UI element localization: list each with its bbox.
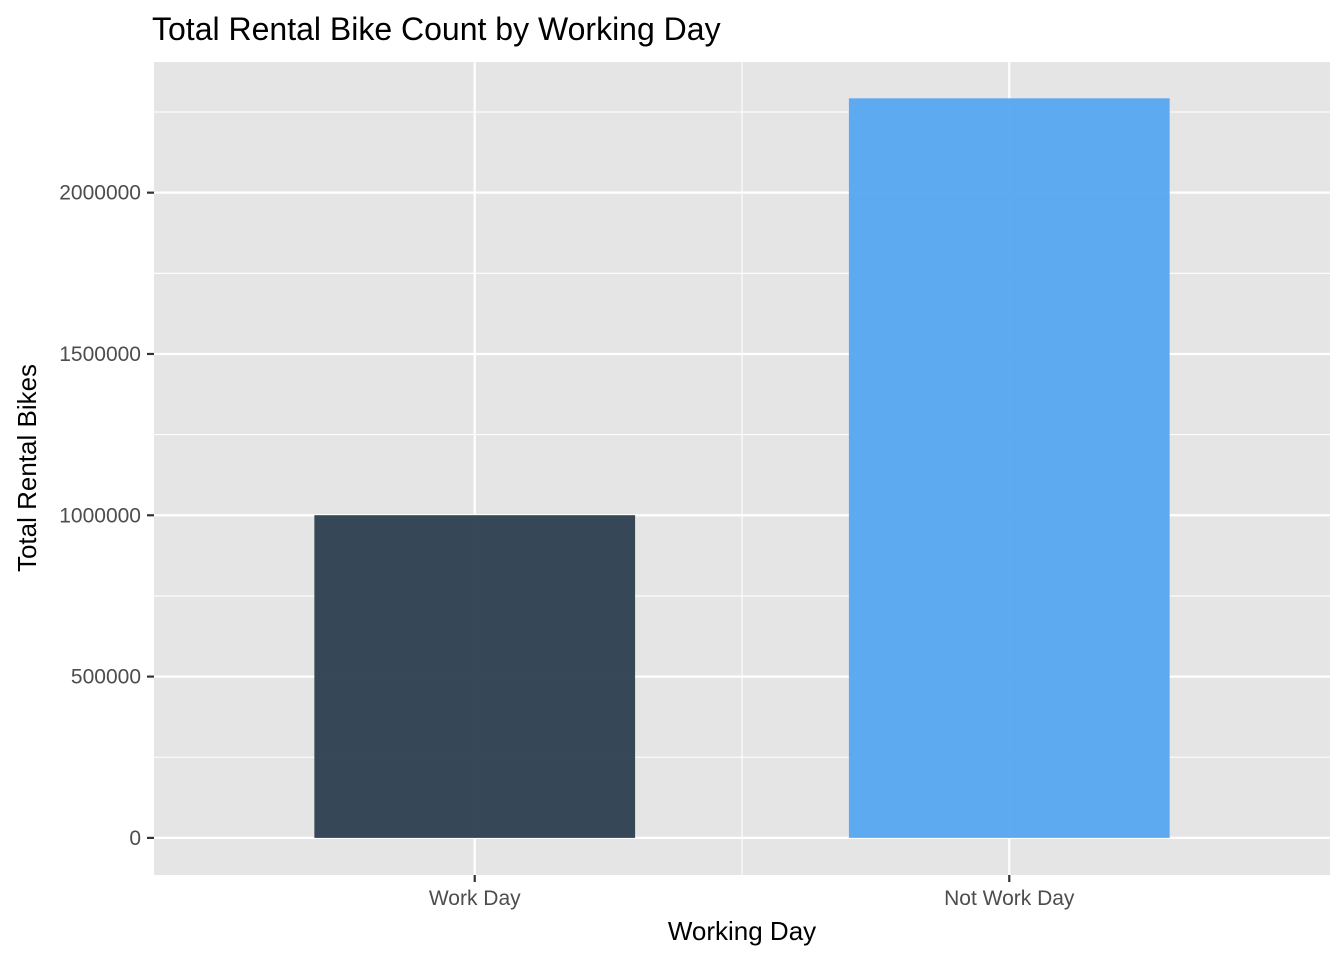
- x-axis: Work Day Not Work Day: [429, 875, 1075, 910]
- bar-work-day: [314, 515, 636, 838]
- y-axis: 0 500000 1000000 1500000 2000000: [59, 182, 154, 850]
- x-axis-title: Working Day: [668, 916, 816, 946]
- y-axis-title: Total Rental Bikes: [12, 364, 42, 572]
- chart-title: Total Rental Bike Count by Working Day: [152, 11, 721, 47]
- y-tick-label: 1000000: [59, 504, 141, 527]
- y-tick-label: 1500000: [59, 343, 141, 366]
- y-tick-label: 500000: [71, 666, 141, 689]
- y-tick-label: 2000000: [59, 182, 141, 205]
- bars: [314, 98, 1170, 838]
- x-tick-label: Not Work Day: [944, 887, 1075, 910]
- y-tick-label: 0: [129, 827, 141, 850]
- x-tick-label: Work Day: [429, 887, 521, 910]
- bar-not-work-day: [848, 98, 1170, 838]
